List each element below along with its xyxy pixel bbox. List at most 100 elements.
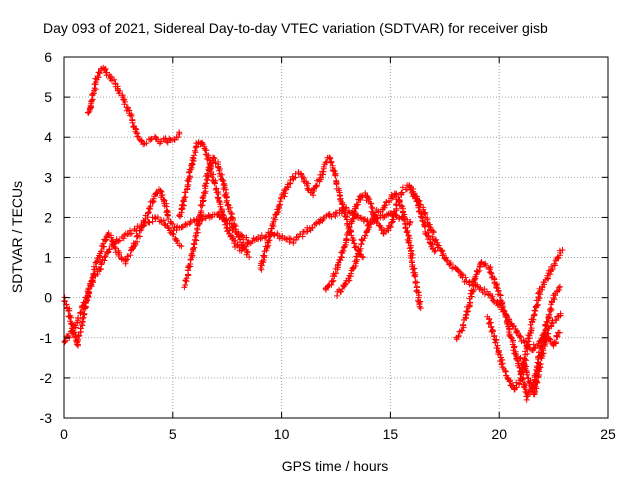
data-point: [266, 237, 273, 244]
y-tick-labels: -3 -2 -1 0 1 2 3 4 5 6: [40, 49, 53, 426]
data-point: [348, 270, 354, 277]
data-point: [497, 291, 503, 298]
data-point: [516, 380, 522, 387]
data-point: [215, 210, 222, 217]
data-point: [536, 361, 543, 368]
data-point: [525, 338, 532, 345]
data-point: [230, 224, 237, 231]
series-7: [257, 154, 367, 273]
data-point: [367, 200, 374, 207]
data-point: [429, 233, 436, 240]
data-point: [387, 223, 393, 230]
data-point: [464, 308, 471, 314]
x-tick-label: 0: [60, 426, 68, 442]
data-point: [98, 248, 105, 255]
data-point: [339, 201, 345, 207]
data-point: [408, 258, 415, 264]
data-point: [493, 336, 500, 343]
data-point: [191, 236, 198, 243]
data-point: [484, 288, 490, 295]
data-point: [147, 136, 154, 143]
data-point: [386, 199, 393, 206]
data-point: [326, 154, 333, 161]
data-point: [534, 302, 541, 309]
data-point: [551, 296, 558, 303]
data-point: [164, 139, 171, 146]
data-point: [553, 339, 560, 346]
data-point: [218, 171, 225, 178]
data-point: [202, 147, 209, 153]
data-point: [129, 119, 136, 126]
data-point: [490, 328, 496, 335]
data-point: [287, 235, 294, 242]
data-point: [269, 222, 276, 229]
data-point: [398, 202, 405, 209]
data-point: [223, 217, 230, 224]
data-point: [211, 154, 218, 161]
data-point: [472, 273, 479, 280]
data-point: [238, 233, 245, 240]
data-point: [524, 350, 531, 357]
data-point: [430, 228, 437, 235]
data-point: [435, 242, 442, 249]
data-point: [199, 194, 206, 201]
data-point: [178, 243, 185, 250]
data-point: [366, 224, 373, 231]
data-point: [341, 209, 348, 216]
data-point: [414, 193, 420, 200]
data-point: [88, 97, 95, 104]
data-point: [175, 134, 182, 141]
data-point: [335, 187, 342, 194]
data-point: [98, 260, 105, 267]
x-tick-label: 10: [274, 426, 290, 442]
data-point: [290, 240, 297, 247]
data-point: [422, 230, 429, 237]
data-point: [549, 266, 556, 272]
data-point: [556, 329, 563, 336]
x-axis-label: GPS time / hours: [282, 458, 389, 474]
data-point: [331, 273, 338, 280]
data-point: [503, 319, 510, 326]
y-tick-label: 6: [44, 49, 52, 65]
y-tick-label: 2: [44, 209, 52, 225]
series-9: [334, 190, 424, 312]
data-point: [415, 198, 422, 205]
data-point: [555, 284, 562, 291]
data-point: [76, 332, 83, 339]
y-tick-label: 5: [44, 89, 52, 105]
data-point: [370, 216, 376, 223]
x-tick-label: 20: [491, 426, 507, 442]
data-point: [417, 298, 424, 305]
data-point: [373, 218, 380, 225]
data-point: [159, 192, 165, 199]
data-point: [243, 234, 250, 241]
data-point: [176, 129, 183, 136]
data-point: [537, 361, 544, 367]
data-point: [351, 208, 358, 215]
data-point: [390, 216, 397, 223]
data-point: [404, 229, 411, 236]
x-tick-label: 5: [169, 426, 177, 442]
data-point: [329, 278, 336, 285]
data-point: [184, 221, 191, 228]
data-point: [523, 396, 530, 403]
data-point: [508, 334, 514, 341]
data-point: [443, 256, 450, 263]
plot-frame: [63, 56, 609, 419]
data-point: [158, 188, 165, 195]
data-point: [338, 288, 345, 295]
data-point: [176, 212, 183, 219]
data-point: [181, 194, 188, 201]
data-point: [406, 245, 413, 252]
data-point: [81, 303, 88, 310]
data-point: [527, 327, 534, 334]
data-point: [206, 157, 213, 164]
data-point: [146, 219, 153, 226]
data-point: [350, 237, 357, 244]
data-point: [115, 238, 122, 245]
data-point: [201, 143, 208, 150]
y-axis-label: SDTVAR / TECUs: [9, 181, 25, 293]
data-point: [455, 332, 462, 339]
data-point: [552, 292, 559, 299]
data-point: [202, 183, 209, 190]
